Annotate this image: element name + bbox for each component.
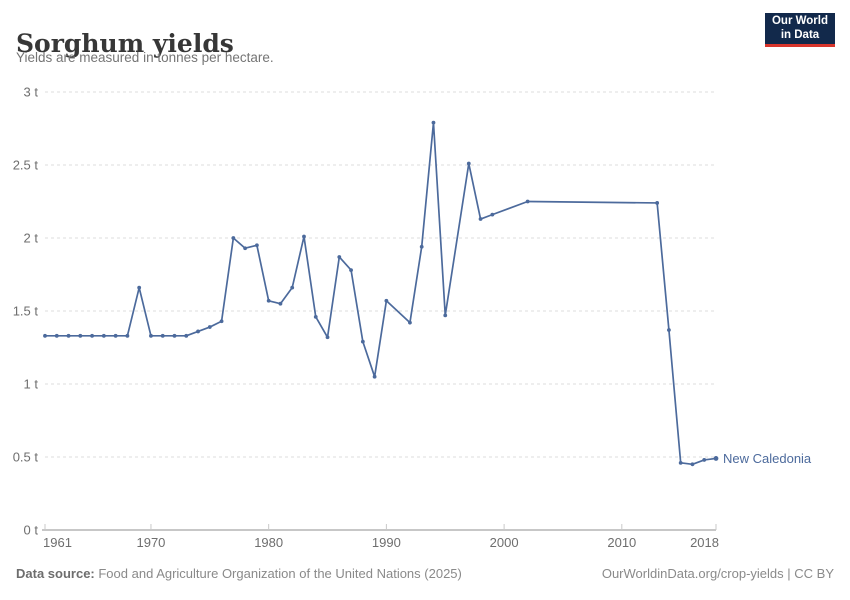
data-point[interactable] bbox=[290, 285, 295, 290]
data-point[interactable] bbox=[384, 298, 389, 303]
data-point[interactable] bbox=[219, 319, 224, 324]
data-point[interactable] bbox=[66, 333, 71, 338]
data-point[interactable] bbox=[443, 313, 448, 318]
data-point[interactable] bbox=[125, 333, 130, 338]
data-point[interactable] bbox=[78, 333, 83, 338]
data-point[interactable] bbox=[231, 236, 236, 240]
y-tick-label: 2 t bbox=[24, 231, 39, 246]
y-tick-label: 2.5 t bbox=[13, 158, 39, 173]
data-point[interactable] bbox=[149, 333, 153, 338]
y-tick-label: 0 t bbox=[24, 523, 39, 538]
data-point[interactable] bbox=[655, 201, 660, 205]
data-point[interactable] bbox=[667, 328, 671, 332]
chart-footer: Data source: Food and Agriculture Organi… bbox=[16, 566, 834, 581]
data-point[interactable] bbox=[90, 333, 94, 338]
owid-logo-line1: Our World bbox=[771, 14, 828, 27]
license-link[interactable]: OurWorldinData.org/crop-yields | CC BY bbox=[601, 566, 834, 581]
data-point[interactable] bbox=[690, 462, 695, 467]
data-point[interactable] bbox=[196, 329, 200, 334]
data-point[interactable] bbox=[243, 246, 248, 251]
data-point[interactable] bbox=[184, 333, 189, 338]
data-point[interactable] bbox=[43, 333, 47, 338]
data-point[interactable] bbox=[172, 333, 177, 338]
data-point[interactable] bbox=[678, 460, 683, 465]
data-point[interactable] bbox=[466, 161, 471, 166]
y-tick-label: 1 t bbox=[24, 377, 39, 392]
x-tick-label: 1980 bbox=[254, 535, 283, 550]
x-tick-label: 2018 bbox=[690, 535, 719, 550]
data-point[interactable] bbox=[431, 120, 436, 125]
x-tick-label: 1961 bbox=[43, 535, 72, 550]
data-point[interactable] bbox=[302, 234, 306, 239]
y-tick-label: 1.5 t bbox=[13, 304, 39, 319]
data-point[interactable] bbox=[254, 243, 259, 248]
data-point[interactable] bbox=[419, 244, 424, 249]
data-point[interactable] bbox=[337, 255, 342, 259]
y-tick-label: 3 t bbox=[24, 85, 39, 100]
data-point[interactable] bbox=[113, 333, 118, 338]
y-tick-label: 0.5 t bbox=[13, 450, 39, 465]
owid-logo-line2: in Data bbox=[780, 28, 820, 41]
page-title: Sorghum yields bbox=[16, 28, 234, 58]
data-point[interactable] bbox=[313, 314, 318, 319]
x-tick-label: 1990 bbox=[372, 535, 401, 550]
data-point[interactable] bbox=[349, 268, 353, 273]
owid-logo[interactable]: Our World in Data bbox=[765, 13, 835, 47]
data-point[interactable] bbox=[408, 320, 412, 325]
series-line[interactable] bbox=[44, 121, 717, 466]
data-point[interactable] bbox=[266, 298, 271, 303]
data-point[interactable] bbox=[54, 333, 59, 338]
page-subtitle: Yields are measured in tonnes per hectar… bbox=[16, 50, 274, 65]
data-point[interactable] bbox=[325, 335, 330, 340]
data-point[interactable] bbox=[702, 458, 707, 462]
data-point[interactable] bbox=[713, 456, 719, 461]
data-source-note: Data source: Food and Agriculture Organi… bbox=[16, 566, 462, 581]
x-tick-label: 2010 bbox=[607, 535, 636, 550]
data-source-text: Food and Agriculture Organization of the… bbox=[94, 566, 462, 581]
x-tick-label: 2000 bbox=[490, 535, 519, 550]
data-point[interactable] bbox=[490, 212, 495, 217]
data-point[interactable] bbox=[207, 325, 212, 329]
data-point[interactable] bbox=[137, 285, 142, 290]
data-point[interactable] bbox=[278, 301, 283, 306]
data-point[interactable] bbox=[478, 217, 483, 221]
data-point[interactable] bbox=[101, 333, 106, 338]
data-source-label: Data source: bbox=[16, 566, 95, 581]
data-point[interactable] bbox=[525, 199, 530, 204]
data-point[interactable] bbox=[372, 374, 377, 379]
data-point[interactable] bbox=[360, 339, 365, 344]
series-end-label[interactable]: New Caledonia bbox=[723, 451, 812, 466]
x-tick-label: 1970 bbox=[136, 535, 165, 550]
data-point[interactable] bbox=[160, 333, 165, 338]
